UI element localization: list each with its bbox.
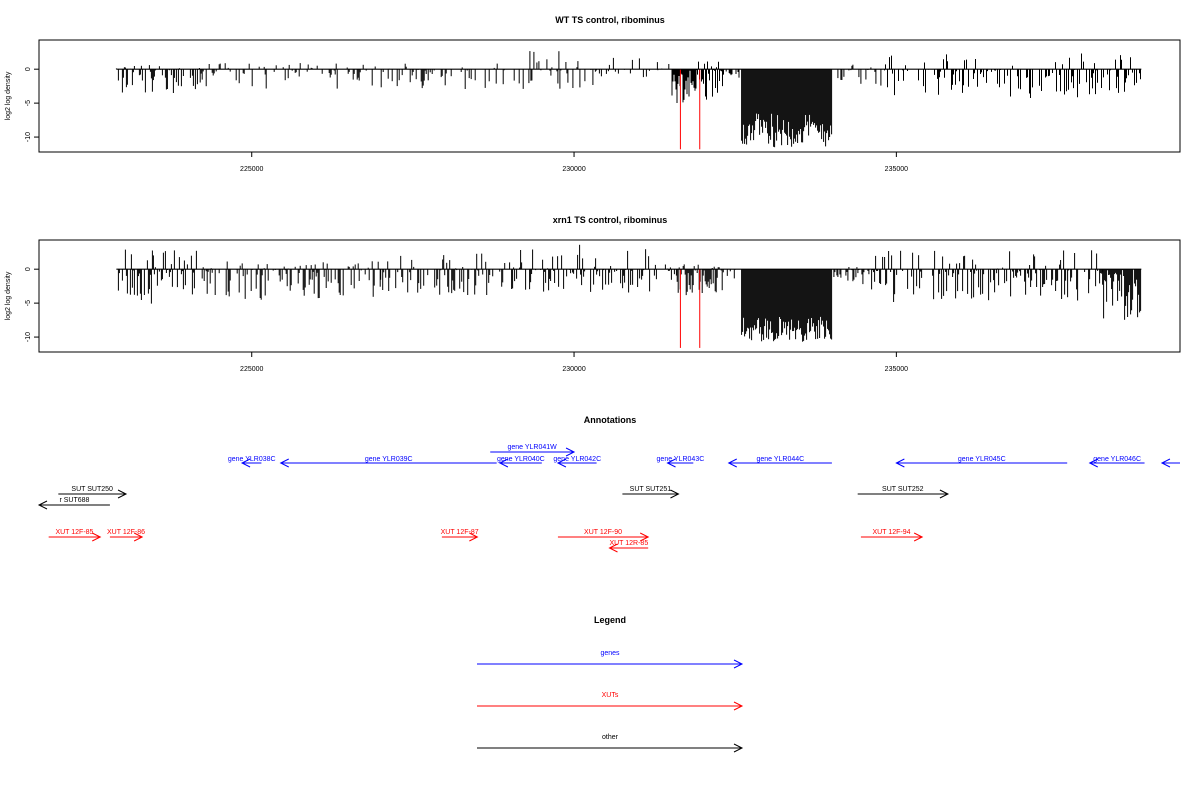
other-arrow	[58, 489, 128, 499]
xut-arrow	[109, 532, 144, 542]
legend-arrow	[477, 743, 744, 753]
wt-x-tick-label: 230000	[562, 166, 585, 173]
xut-label: XUT 12F-94	[873, 529, 911, 536]
gene-arrow	[666, 458, 694, 468]
gene-label: gene YLR039C	[365, 456, 413, 463]
other-label: SUT SUT250	[71, 486, 113, 493]
xrn1-y-tick-label: -5	[25, 300, 32, 306]
gene-label: gene YLR046C	[1093, 456, 1141, 463]
gene-arrow	[240, 458, 262, 468]
other-label: r SUT688	[59, 497, 89, 504]
xrn1-x-tick-label: 225000	[240, 366, 263, 373]
other-label: SUT SUT252	[882, 486, 924, 493]
legend-title: Legend	[594, 615, 626, 625]
wt-plot-frame	[38, 39, 1181, 153]
gene-label: gene YLR040C	[497, 456, 545, 463]
xut-arrow	[608, 543, 649, 553]
xrn1-axes: 225000 230000 235000 0 -5 -10	[25, 267, 1142, 373]
gene-label: gene YLR045C	[958, 456, 1006, 463]
wt-bars	[115, 51, 1141, 150]
xrn1-panel: xrn1 TS control, ribominus log2 log dens…	[5, 215, 1181, 373]
legend-arrow	[477, 659, 744, 669]
xut-label: XUT 12F-86	[107, 529, 145, 536]
gene-arrow	[490, 447, 576, 457]
xrn1-panel-title: xrn1 TS control, ribominus	[553, 215, 668, 225]
other-arrow	[37, 500, 110, 510]
xrn1-x-tick-label: 235000	[885, 366, 908, 373]
xut-label: XUT 12F-87	[441, 529, 479, 536]
wt-y-tick-label: -5	[25, 100, 32, 106]
gene-arrow	[279, 458, 497, 468]
xrn1-y-tick-label: -10	[25, 332, 32, 342]
gene-label: gene YLR042C	[553, 456, 601, 463]
xrn1-x-tick-label: 230000	[562, 366, 585, 373]
legend-items: genes XUTs other	[477, 650, 744, 753]
legend-panel: Legend genes XUTs other	[477, 615, 744, 753]
xut-arrow	[557, 532, 650, 542]
wt-x-tick-label: 235000	[885, 166, 908, 173]
gene-arrow	[1088, 458, 1145, 468]
wt-ylabel: log2 log density	[5, 71, 12, 120]
other-arrow	[857, 489, 950, 499]
xrn1-ylabel: log2 log density	[5, 271, 12, 320]
xut-arrow	[441, 532, 479, 542]
gene-label: gene YLR041W	[507, 444, 557, 451]
gene-label: gene YLR044C	[756, 456, 804, 463]
other-tracks: SUT SUT250 r SUT688 SUT SUT251 SUT SUT252	[37, 486, 950, 510]
wt-axes: 225000 230000 235000 0 -5 -10	[25, 67, 1142, 173]
gene-arrow	[1160, 458, 1180, 468]
legend-label: XUTs	[602, 692, 619, 699]
wt-panel-title: WT TS control, ribominus	[555, 15, 665, 25]
wt-panel: WT TS control, ribominus log2 log densit…	[5, 15, 1181, 173]
legend-label: genes	[600, 650, 620, 657]
xut-arrow	[860, 532, 924, 542]
other-arrow	[622, 489, 680, 499]
gene-tracks: gene YLR038C gene YLR039C gene YLR041W gene…	[228, 444, 1180, 468]
wt-y-tick-label: 0	[25, 67, 32, 71]
other-label: SUT SUT251	[630, 486, 672, 493]
gene-arrow	[498, 458, 542, 468]
legend-arrow	[477, 701, 744, 711]
xrn1-plot-frame	[38, 239, 1181, 353]
xut-label: XUT 12R-85	[609, 540, 648, 547]
gene-arrow	[895, 458, 1068, 468]
gene-arrow	[556, 458, 597, 468]
xut-tracks: XUT 12F-85 XUT 12F-86 XUT 12F-87 XUT 12F-90…	[48, 529, 924, 553]
legend-label: other	[602, 734, 619, 741]
annotations-panel: Annotations gene YLR038C gene YLR039Cgene…	[37, 415, 1180, 553]
annotations-title: Annotations	[584, 415, 637, 425]
xut-arrow	[48, 532, 102, 542]
xrn1-y-tick-label: 0	[25, 267, 32, 271]
xrn1-bars	[117, 244, 1142, 348]
wt-y-tick-label: -10	[25, 132, 32, 142]
xut-label: XUT 12F-90	[584, 529, 622, 536]
gene-arrow	[727, 458, 832, 468]
gene-label: gene YLR038C	[228, 456, 276, 463]
wt-x-tick-label: 225000	[240, 166, 263, 173]
xut-label: XUT 12F-85	[55, 529, 93, 536]
gene-label: gene YLR043C	[657, 456, 705, 463]
